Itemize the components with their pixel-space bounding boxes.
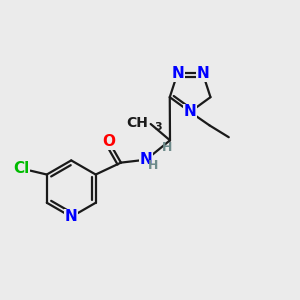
Text: Cl: Cl	[14, 161, 30, 176]
Text: 3: 3	[154, 122, 162, 132]
Text: CH: CH	[126, 116, 148, 130]
Text: N: N	[65, 209, 78, 224]
Text: N: N	[140, 152, 153, 167]
Text: N: N	[184, 104, 196, 119]
Text: H: H	[148, 159, 158, 172]
Text: N: N	[171, 66, 184, 81]
Text: N: N	[196, 66, 209, 81]
Text: H: H	[162, 141, 172, 154]
Text: O: O	[103, 134, 116, 149]
